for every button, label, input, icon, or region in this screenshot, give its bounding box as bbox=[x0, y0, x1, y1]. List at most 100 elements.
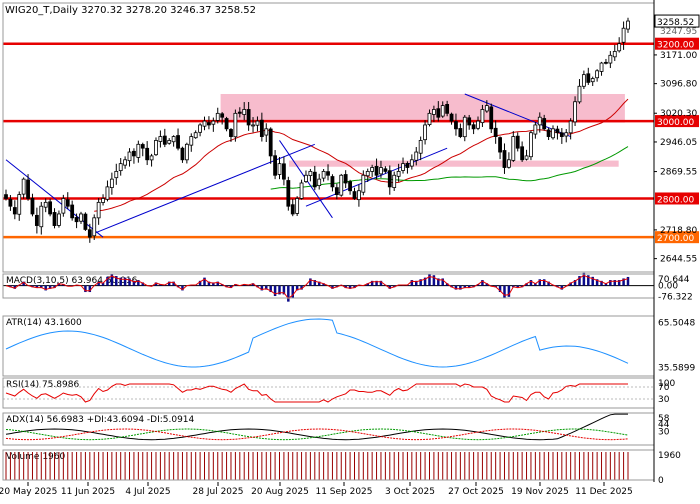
price-tick-label: 2718.80 bbox=[660, 226, 697, 236]
candle-body bbox=[123, 159, 128, 166]
x-tick-label: 19 Nov 2025 bbox=[511, 487, 569, 497]
candle-body bbox=[145, 147, 150, 161]
candle-body bbox=[396, 170, 401, 177]
candle-body bbox=[476, 120, 480, 129]
candle-body bbox=[171, 136, 176, 143]
candle-body bbox=[445, 104, 450, 114]
candle-body bbox=[162, 135, 167, 145]
candle-body bbox=[30, 197, 35, 215]
candle-body bbox=[546, 129, 551, 137]
level-label: 3200.00 bbox=[657, 41, 694, 51]
indicator-tick-label: 1960 bbox=[658, 451, 681, 461]
candle-body bbox=[317, 178, 322, 187]
candle-body bbox=[449, 113, 454, 122]
candle-body bbox=[233, 112, 238, 138]
candle-body bbox=[273, 155, 277, 176]
candle-body bbox=[79, 213, 83, 222]
candle-body bbox=[290, 204, 295, 215]
candle-body bbox=[352, 191, 357, 199]
candle-body bbox=[193, 132, 198, 139]
candle-body bbox=[61, 198, 66, 214]
candle-body bbox=[586, 73, 591, 83]
price-tick-label: 3171.00 bbox=[660, 51, 697, 61]
candle-body bbox=[109, 178, 114, 188]
candle-body bbox=[4, 194, 8, 199]
candle-body bbox=[529, 132, 533, 158]
candle-body bbox=[149, 155, 154, 161]
candle-body bbox=[96, 201, 101, 219]
candle-body bbox=[321, 170, 326, 179]
price-tick-label: 2644.55 bbox=[660, 255, 697, 265]
candle-body bbox=[52, 212, 57, 226]
candle-body bbox=[511, 136, 516, 161]
candle-body bbox=[520, 146, 525, 161]
indicator-label: MACD(3,10,5) 63.964 50.016 bbox=[6, 276, 138, 286]
candle-body bbox=[334, 187, 339, 196]
candle-body bbox=[326, 171, 330, 176]
candle-body bbox=[370, 167, 375, 172]
candle-body bbox=[484, 105, 489, 112]
candle-body bbox=[409, 159, 414, 167]
candle-body bbox=[224, 118, 229, 130]
resistance-zone bbox=[220, 94, 625, 123]
candle-body bbox=[590, 78, 595, 83]
candle-body bbox=[246, 109, 251, 126]
candle-body bbox=[436, 108, 441, 118]
candle-body bbox=[454, 121, 458, 130]
candle-body bbox=[304, 174, 308, 182]
candle-body bbox=[524, 155, 529, 160]
candle-body bbox=[237, 111, 242, 114]
candle-body bbox=[127, 151, 132, 162]
candle-body bbox=[268, 128, 273, 157]
candle-body bbox=[74, 217, 79, 223]
candle-body bbox=[462, 116, 467, 138]
candle-body bbox=[401, 163, 405, 171]
x-tick-label: 20 Aug 2025 bbox=[251, 487, 309, 497]
candle-body bbox=[118, 163, 123, 172]
candle-body bbox=[374, 165, 379, 176]
candle-body bbox=[502, 150, 507, 168]
rsi-line bbox=[5, 383, 628, 403]
candle-body bbox=[132, 150, 136, 157]
candle-body bbox=[348, 181, 352, 192]
candle-body bbox=[573, 101, 577, 123]
candle-body bbox=[577, 85, 582, 103]
candle-body bbox=[39, 205, 44, 228]
candle-body bbox=[555, 128, 560, 134]
macd-signal-line bbox=[5, 274, 629, 300]
candle-body bbox=[57, 213, 61, 226]
adx-line bbox=[5, 413, 628, 441]
candle-body bbox=[198, 124, 202, 133]
candle-body bbox=[423, 124, 427, 141]
candle-body bbox=[70, 204, 75, 219]
level-label: 2800.00 bbox=[657, 195, 694, 205]
candle-body bbox=[255, 120, 260, 126]
candle-body bbox=[361, 174, 366, 193]
candle-body bbox=[299, 182, 304, 199]
x-tick-label: 4 Jul 2025 bbox=[125, 487, 170, 497]
candle-body bbox=[114, 170, 119, 179]
candle-body bbox=[136, 143, 141, 158]
x-tick-label: 27 Oct 2025 bbox=[448, 487, 504, 497]
moving-average-line bbox=[94, 98, 629, 212]
indicator-pane-volume: Volume 1960 1960 0 bbox=[5, 451, 681, 486]
candle-body bbox=[533, 124, 538, 135]
moving-average-line bbox=[270, 146, 629, 190]
candle-body bbox=[158, 136, 163, 142]
candle-body bbox=[568, 120, 573, 134]
indicator-tick-label: 70.644 bbox=[658, 275, 690, 285]
x-tick-label: 11 Sep 2025 bbox=[315, 487, 372, 497]
indicator-pane-adx: ADX(14) 56.6983 +DI:43.6094 -DI:5.0914 58… bbox=[5, 413, 670, 441]
candle-body bbox=[242, 109, 247, 115]
candle-body bbox=[12, 207, 17, 215]
candle-body bbox=[418, 140, 423, 154]
candle-body bbox=[626, 20, 630, 30]
indicator-tick-label: 0.00 bbox=[658, 282, 678, 292]
candle-body bbox=[220, 113, 225, 118]
adx-line bbox=[5, 428, 629, 441]
candle-body bbox=[308, 170, 313, 177]
candle-body bbox=[537, 116, 542, 126]
